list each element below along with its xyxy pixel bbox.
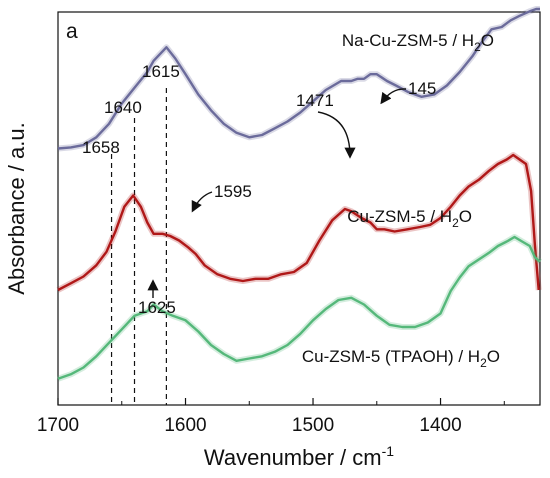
series-line-1 [57, 153, 540, 292]
annotation-1595: 1595 [214, 182, 252, 201]
annotation-145: 145 [408, 79, 436, 98]
x-tick-label-1700: 1700 [37, 415, 79, 436]
series-label-0: Na-Cu-ZSM-5 / H2O [342, 31, 494, 54]
annotation-1471: 1471 [296, 91, 334, 110]
arrow-1471 [317, 111, 356, 159]
series-label-2: Cu-ZSM-5 (TPAOH) / H2O [302, 347, 500, 370]
annotation-1615: 1615 [142, 62, 180, 81]
x-tick-label-1600: 1600 [164, 415, 206, 436]
annotation-1658: 1658 [82, 138, 120, 157]
series-line-2 [57, 235, 541, 380]
series-line-0 [57, 7, 540, 150]
series-label-1: Cu-ZSM-5 / H2O [347, 207, 472, 230]
annotation-1640: 1640 [104, 98, 142, 117]
series-halo-0 [57, 6, 540, 152]
y-axis-label: Absorbance / a.u. [4, 122, 29, 294]
plot-frame [57, 11, 541, 406]
plot-area: 1700 1600 1500 1400 Wavenumber / cm-1 Absorba… [4, 6, 542, 470]
arrow-145 [380, 88, 407, 105]
annotation-1625: 1625 [138, 298, 176, 317]
x-axis-label: Wavenumber / cm-1 [204, 443, 394, 470]
x-tick-label-1400: 1400 [419, 415, 461, 436]
panel-label: a [66, 20, 78, 43]
arrow-1595 [191, 191, 213, 213]
x-tick-label-1500: 1500 [292, 415, 334, 436]
